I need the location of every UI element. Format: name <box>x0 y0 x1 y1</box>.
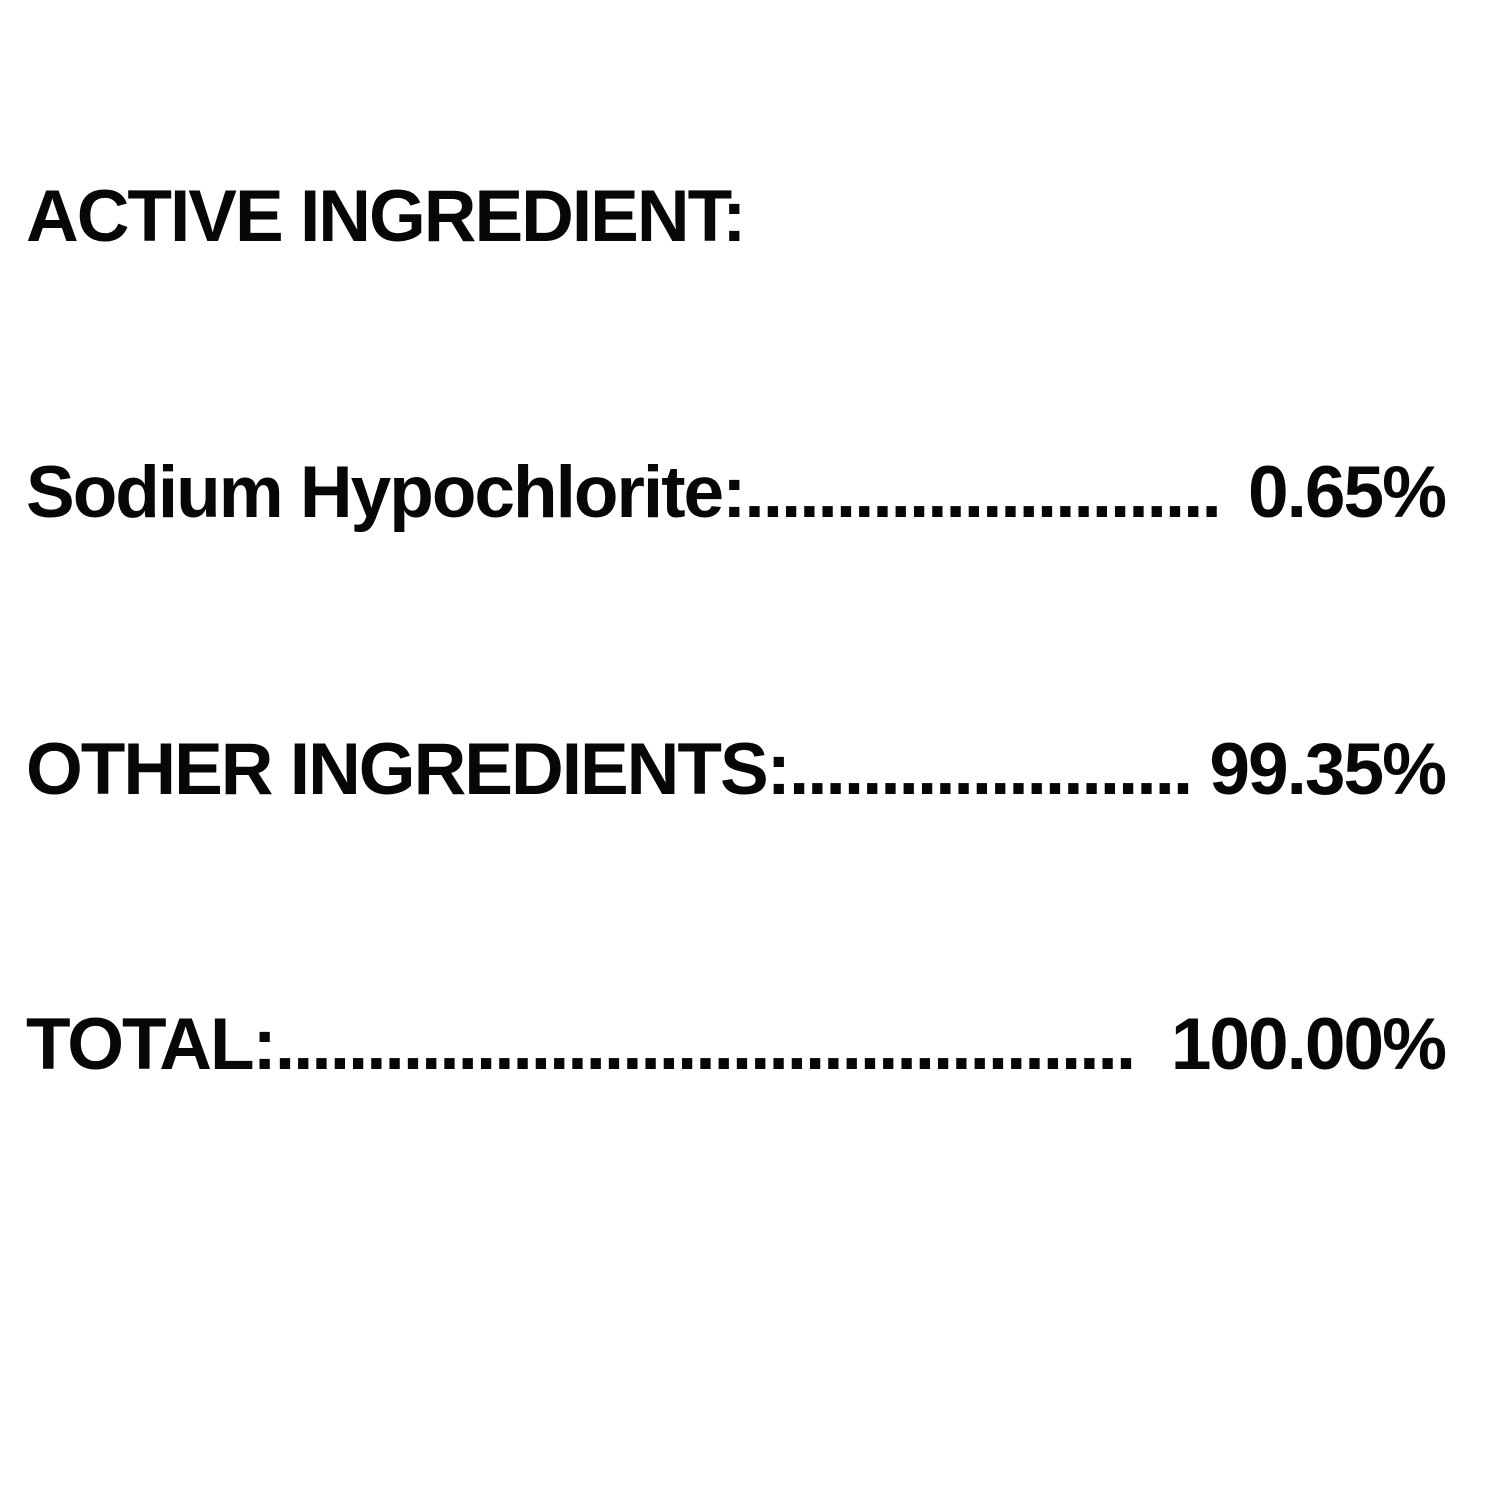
ingredient-row-total: TOTAL: .................................… <box>26 1004 1447 1085</box>
ingredient-row-other-ingredients: OTHER INGREDIENTS: .....................… <box>26 729 1447 810</box>
ingredient-percentage: 100.00% <box>1170 1004 1447 1085</box>
leader-dots: ........................ <box>788 733 1197 806</box>
leader-dots: ........................................… <box>274 1008 1136 1081</box>
active-ingredient-heading: ACTIVE INGREDIENT: <box>26 176 746 257</box>
leader-dots: .......................... <box>744 456 1221 529</box>
ingredient-percentage: 99.35% <box>1209 729 1447 810</box>
ingredient-label: OTHER INGREDIENTS: <box>26 729 791 810</box>
ingredient-percentage: 0.65% <box>1248 452 1447 533</box>
ingredient-label: Sodium Hypochlorite: <box>26 452 746 533</box>
ingredient-row-sodium-hypochlorite: Sodium Hypochlorite: ...................… <box>26 452 1447 533</box>
ingredient-label: TOTAL: <box>26 1004 277 1085</box>
